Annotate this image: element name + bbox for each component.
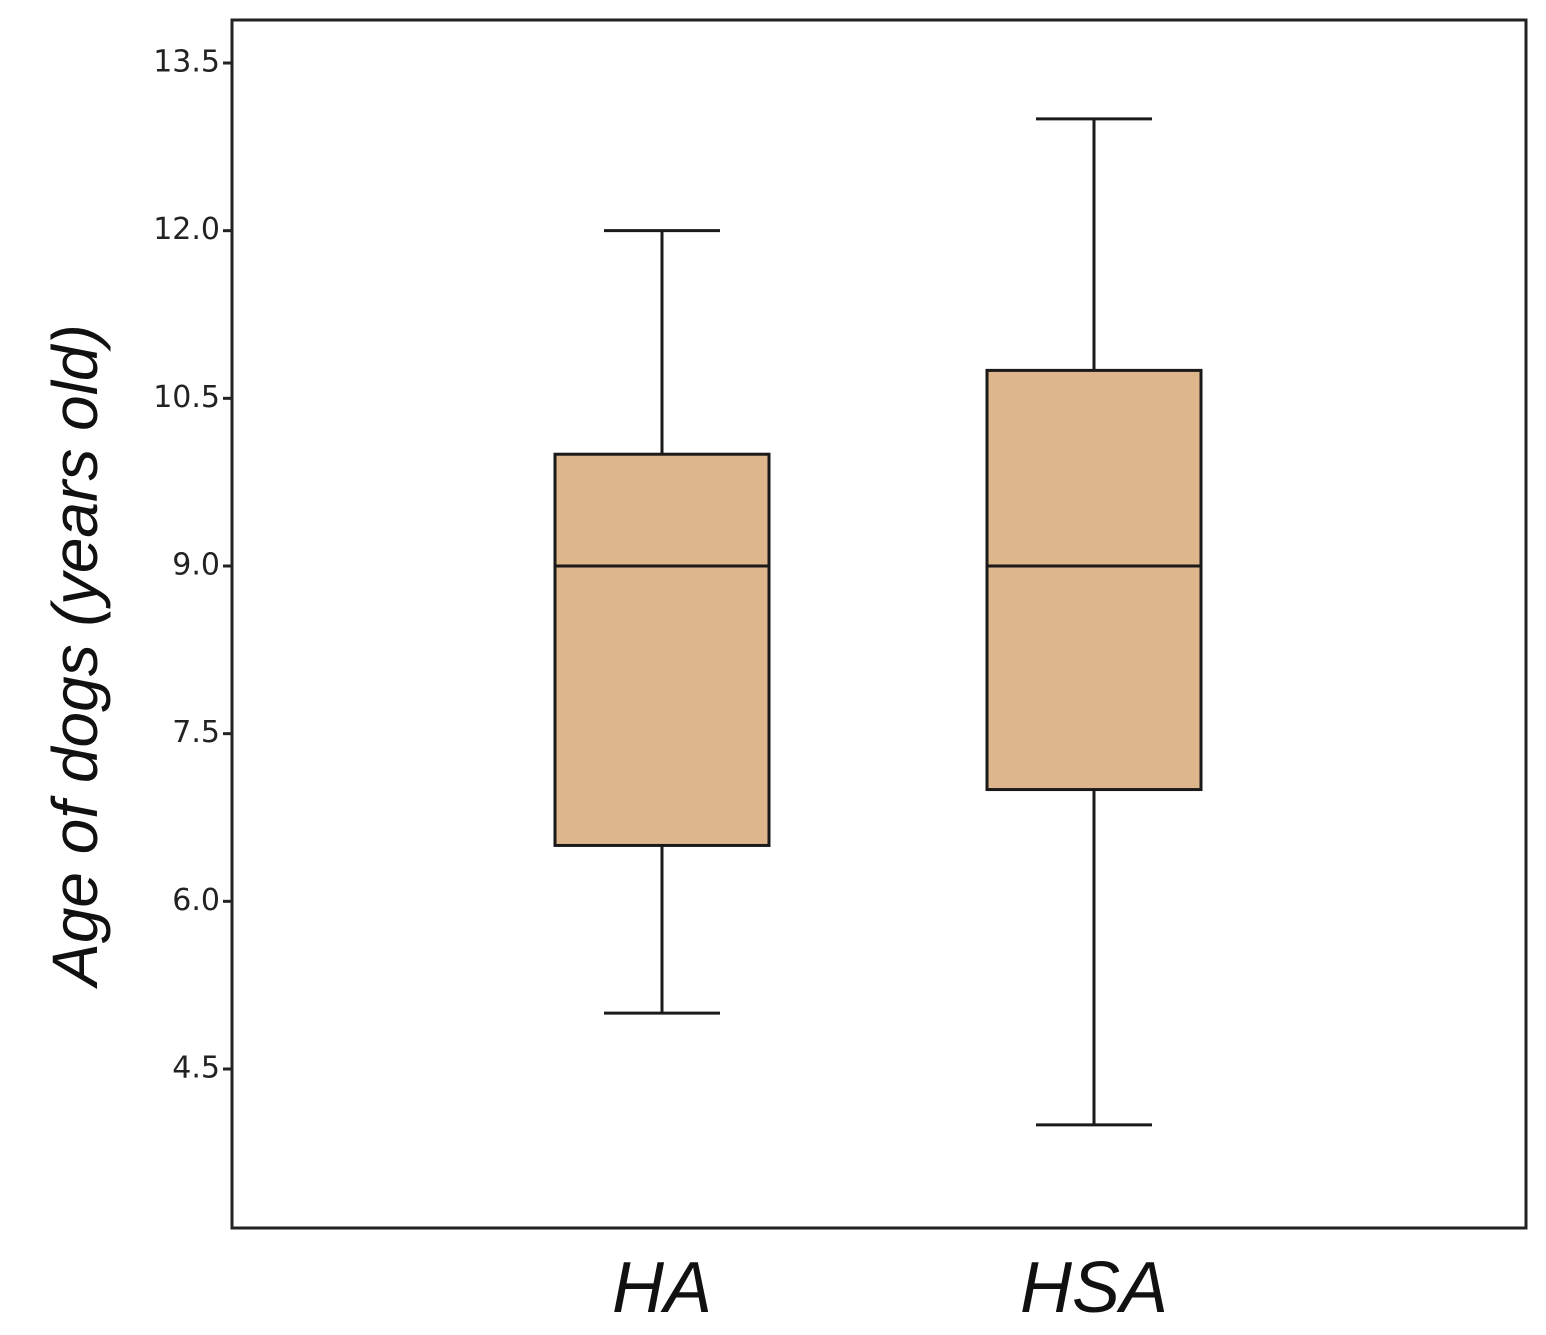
x-axis: HA HSA — [612, 1248, 1168, 1328]
y-tick-label: 10.5 — [153, 380, 220, 415]
y-axis-title: Age of dogs (years old) — [39, 324, 111, 990]
y-tick-label: 13.5 — [153, 45, 220, 80]
box-iqr — [985, 368, 1203, 792]
box-group — [553, 117, 1203, 1127]
y-axis: 4.5 6.0 7.5 9.0 10.5 12.0 13.5 — [153, 45, 232, 1086]
y-tick-label: 6.0 — [172, 883, 220, 918]
box-ha — [553, 229, 771, 1015]
x-category-label: HSA — [1020, 1248, 1168, 1328]
box-hsa — [985, 117, 1203, 1127]
y-tick-label: 12.0 — [153, 212, 220, 247]
y-tick-label: 4.5 — [172, 1051, 220, 1086]
y-tick-label: 7.5 — [172, 715, 220, 750]
y-tick-label: 9.0 — [172, 548, 220, 583]
plot-frame — [230, 18, 1528, 1230]
x-category-label: HA — [612, 1248, 712, 1328]
box-iqr — [553, 452, 771, 847]
